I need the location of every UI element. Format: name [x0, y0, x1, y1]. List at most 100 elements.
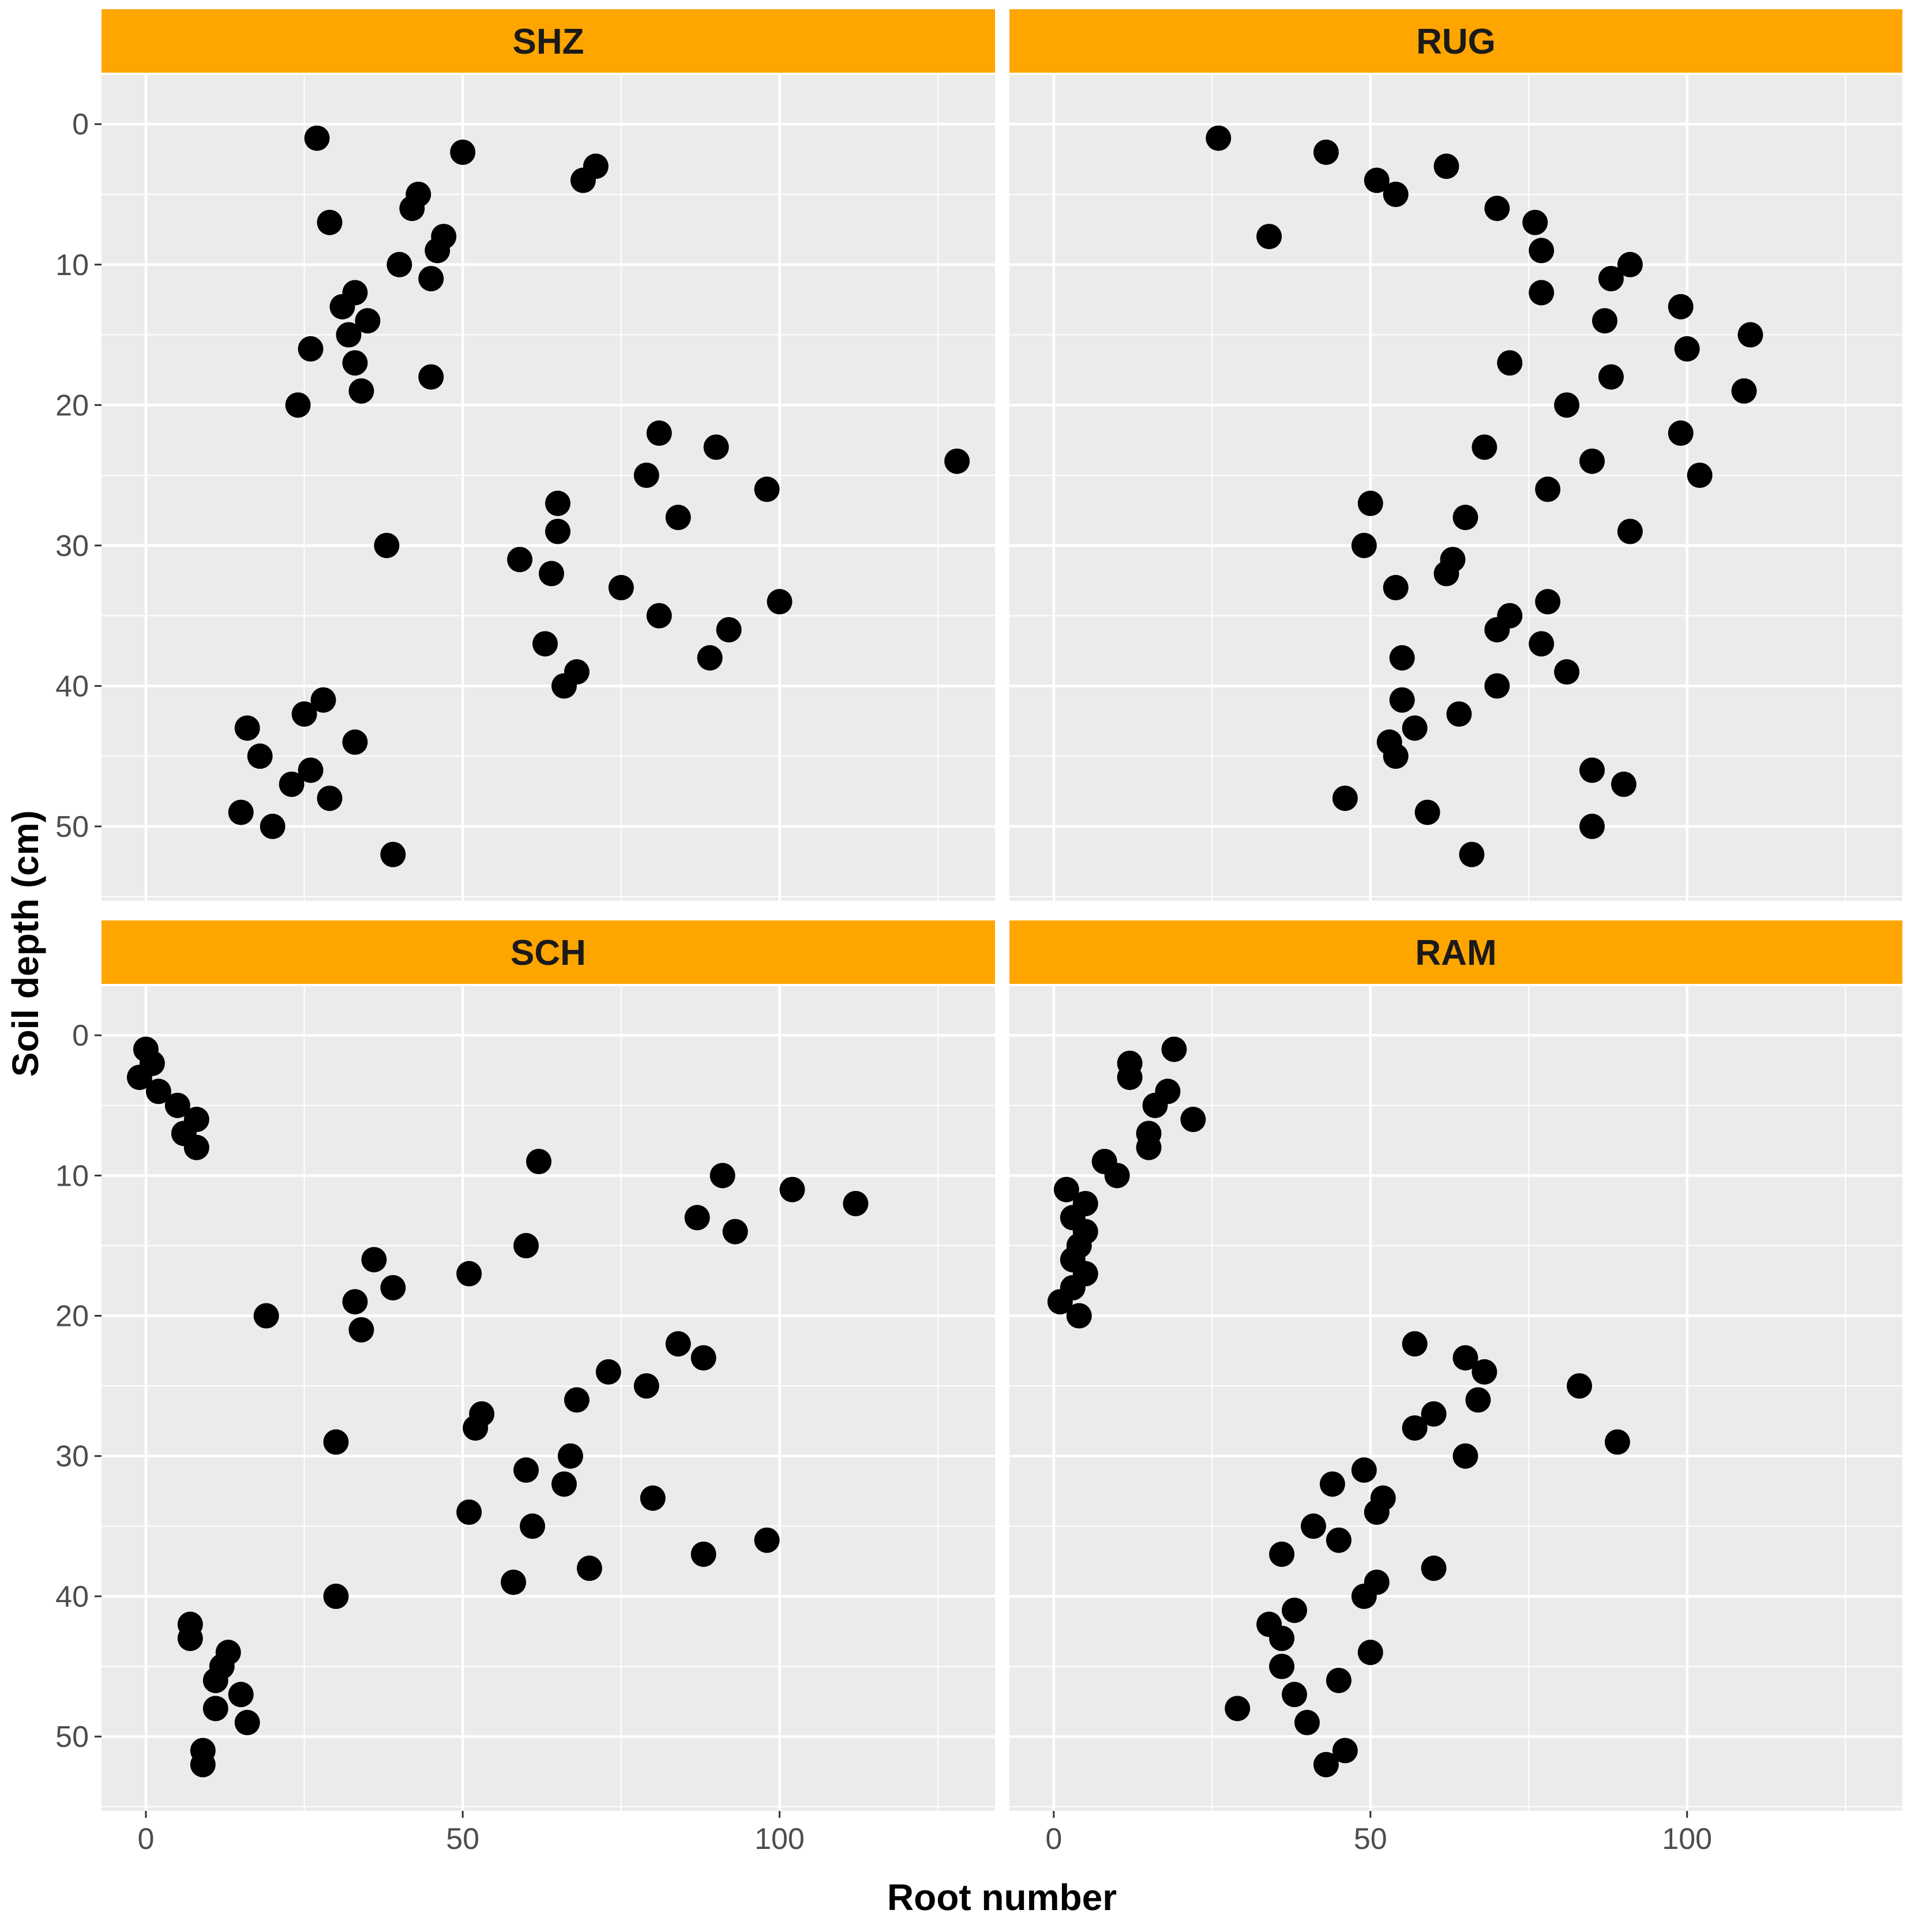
data-point-ram — [1117, 1065, 1143, 1091]
data-point-ram — [1351, 1583, 1377, 1609]
data-point-ram — [1402, 1331, 1428, 1357]
panel-background-rug — [1009, 75, 1902, 901]
data-point-shz — [298, 336, 324, 362]
facet-strip-sch — [102, 920, 995, 984]
data-point-shz — [304, 125, 330, 151]
data-point-sch — [633, 1373, 659, 1399]
data-point-rug — [1598, 364, 1624, 390]
data-point-shz — [260, 813, 286, 839]
data-point-rug — [1611, 771, 1636, 797]
data-point-shz — [317, 785, 343, 811]
data-point-rug — [1529, 280, 1555, 306]
data-point-sch — [228, 1682, 254, 1708]
y-tick-label: 10 — [55, 1159, 89, 1193]
data-point-shz — [551, 673, 577, 699]
data-point-ram — [1269, 1541, 1295, 1567]
data-point-sch — [202, 1696, 228, 1721]
data-point-shz — [532, 631, 558, 657]
data-point-shz — [342, 729, 368, 755]
data-point-ram — [1225, 1696, 1251, 1721]
data-point-sch — [234, 1709, 260, 1735]
data-point-shz — [767, 589, 793, 615]
data-point-sch — [684, 1205, 710, 1231]
data-point-rug — [1497, 350, 1523, 376]
y-tick-label: 30 — [55, 529, 89, 563]
facet-title-shz: SHZ — [513, 22, 584, 62]
panel-background-sch — [102, 986, 995, 1811]
data-point-ram — [1452, 1345, 1478, 1371]
data-point-sch — [126, 1065, 152, 1091]
data-point-rug — [1737, 322, 1763, 348]
data-point-rug — [1598, 266, 1624, 292]
data-point-shz — [703, 434, 729, 460]
data-point-rug — [1357, 490, 1383, 516]
data-point-ram — [1142, 1092, 1168, 1118]
x-axis-title: Root number — [887, 1877, 1117, 1918]
data-point-rug — [1731, 378, 1757, 404]
data-point-rug — [1484, 673, 1510, 699]
x-tick-label: 50 — [1354, 1822, 1387, 1856]
data-point-ram — [1047, 1289, 1073, 1315]
data-point-shz — [380, 841, 406, 867]
data-point-rug — [1579, 813, 1605, 839]
data-point-rug — [1452, 505, 1478, 531]
data-point-shz — [374, 532, 400, 558]
data-point-ram — [1282, 1682, 1308, 1708]
data-point-ram — [1471, 1359, 1497, 1385]
data-point-sch — [361, 1247, 387, 1273]
data-point-shz — [665, 505, 691, 531]
data-point-rug — [1313, 139, 1339, 165]
data-point-shz — [646, 420, 672, 446]
y-tick-label: 20 — [55, 389, 89, 422]
data-point-shz — [538, 561, 564, 587]
data-point-rug — [1389, 687, 1415, 713]
data-point-ram — [1421, 1401, 1447, 1427]
data-point-ram — [1066, 1303, 1092, 1329]
data-point-sch — [253, 1303, 279, 1329]
data-point-sch — [456, 1499, 482, 1525]
data-point-rug — [1668, 294, 1694, 320]
data-point-shz — [425, 238, 451, 264]
data-point-rug — [1256, 224, 1282, 250]
data-point-rug — [1389, 645, 1415, 671]
data-point-sch — [557, 1443, 583, 1469]
data-point-shz — [418, 266, 444, 292]
data-point-sch — [576, 1555, 602, 1581]
data-point-shz — [399, 196, 425, 221]
data-point-rug — [1535, 476, 1561, 502]
data-point-ram — [1364, 1499, 1390, 1525]
data-point-sch — [380, 1275, 406, 1300]
y-tick-label: 20 — [55, 1300, 89, 1333]
data-point-sch — [323, 1429, 349, 1455]
data-point-rug — [1529, 238, 1555, 264]
data-point-ram — [1313, 1751, 1339, 1777]
data-point-sch — [513, 1232, 539, 1258]
data-point-rug — [1617, 518, 1643, 544]
data-point-shz — [507, 547, 533, 573]
data-point-ram — [1104, 1163, 1130, 1189]
y-tick-label: 10 — [55, 249, 89, 282]
data-point-ram — [1161, 1036, 1187, 1062]
data-point-ram — [1351, 1457, 1377, 1483]
data-point-shz — [355, 308, 381, 334]
y-tick-label: 50 — [55, 1720, 89, 1754]
y-tick-label: 0 — [72, 1019, 89, 1053]
data-point-sch — [754, 1527, 780, 1553]
data-point-shz — [285, 392, 311, 418]
data-point-rug — [1351, 532, 1377, 558]
data-point-rug — [1414, 799, 1440, 825]
data-point-rug — [1446, 701, 1472, 727]
data-point-sch — [564, 1387, 590, 1413]
data-point-shz — [386, 251, 412, 277]
data-point-sch — [501, 1569, 527, 1595]
data-point-shz — [545, 490, 570, 516]
data-point-shz — [570, 167, 596, 193]
data-point-sch — [177, 1625, 203, 1651]
data-point-rug — [1433, 153, 1459, 179]
data-point-ram — [1326, 1527, 1352, 1553]
data-point-sch — [183, 1134, 209, 1160]
data-point-ram — [1269, 1625, 1295, 1651]
data-point-sch — [145, 1078, 171, 1104]
